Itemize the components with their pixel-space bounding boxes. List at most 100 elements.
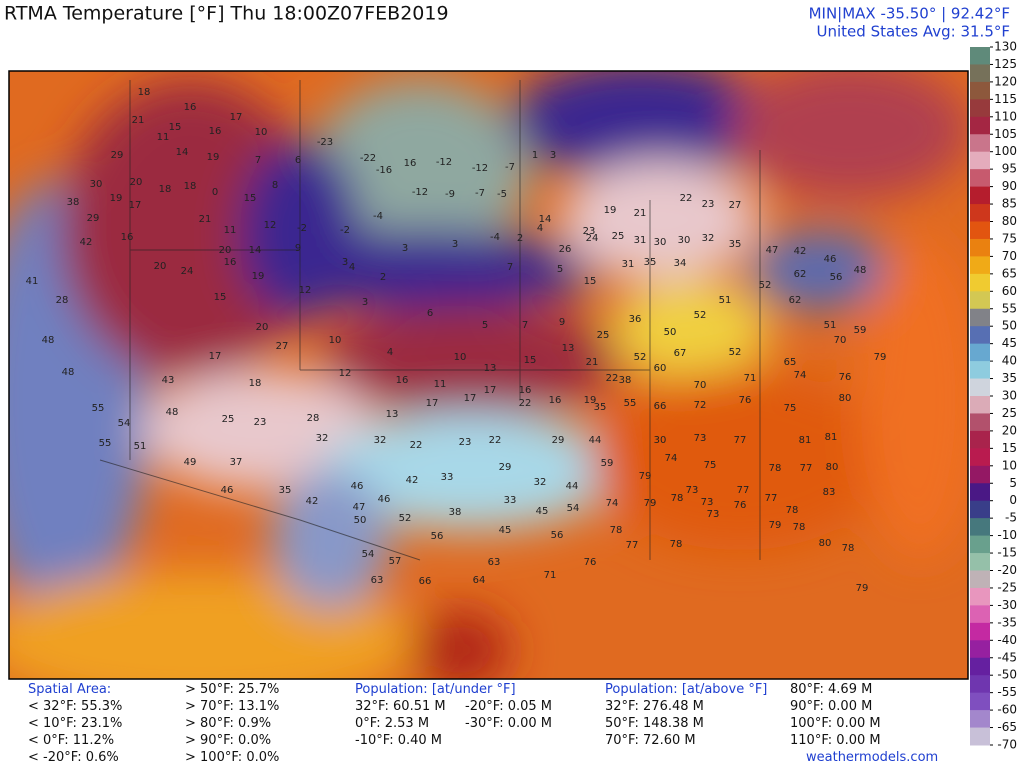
- station-temp: 22: [519, 398, 532, 409]
- station-temp: 11: [157, 132, 170, 143]
- station-temp: 10: [329, 335, 342, 346]
- station-temp: 35: [594, 402, 607, 413]
- station-temp: 22: [410, 440, 423, 451]
- stat-item: 90°F: 0.00 M: [790, 699, 873, 714]
- station-temp: 73: [701, 497, 714, 508]
- station-temp: 71: [744, 373, 757, 384]
- station-temp: 55: [99, 438, 112, 449]
- colorbar-label: 50: [1002, 319, 1017, 333]
- station-temp: 59: [601, 458, 614, 469]
- colorbar-label: 100: [994, 144, 1017, 158]
- station-temp: -4: [490, 232, 500, 243]
- colorbar-label: 120: [994, 74, 1017, 88]
- station-temp: 6: [427, 308, 433, 319]
- station-temp: 46: [351, 481, 364, 492]
- station-temp: 66: [419, 576, 432, 587]
- station-temp: 70: [834, 335, 847, 346]
- station-temp: 6: [295, 155, 301, 166]
- station-temp: 33: [504, 495, 517, 506]
- station-temp: 83: [823, 487, 836, 498]
- station-temp: 18: [138, 87, 151, 98]
- station-temp: 36: [629, 314, 642, 325]
- spatial-title: Spatial Area:: [28, 682, 112, 697]
- station-temp: 17: [484, 385, 497, 396]
- station-temp: 12: [299, 285, 312, 296]
- colorbar-segment: [970, 64, 990, 83]
- colorbar-label: 60: [1002, 284, 1017, 298]
- station-temp: 20: [154, 261, 167, 272]
- stat-item: > 100°F: 0.0%: [185, 750, 280, 765]
- station-temp: 7: [255, 155, 261, 166]
- station-temp: -12: [436, 157, 452, 168]
- colorbar-label: 105: [994, 127, 1017, 141]
- station-temp: 30: [654, 237, 667, 248]
- station-temp: 1: [532, 150, 538, 161]
- station-temp: 76: [734, 500, 747, 511]
- colorbar-label: -25: [997, 580, 1017, 594]
- colorbar-segment: [970, 273, 990, 292]
- station-temp: 34: [674, 258, 687, 269]
- station-temp: 13: [386, 409, 399, 420]
- colorbar-segment: [970, 465, 990, 484]
- station-temp: -12: [412, 187, 428, 198]
- station-temp: 16: [404, 158, 417, 169]
- colorbar-label: -40: [997, 633, 1017, 647]
- colorbar-segment: [970, 308, 990, 327]
- station-temp: 19: [252, 271, 265, 282]
- station-temp: 31: [622, 259, 635, 270]
- colorbar-segment: [970, 291, 990, 310]
- station-temp: 74: [794, 370, 807, 381]
- stat-item: 100°F: 0.00 M: [790, 716, 881, 731]
- station-temp: 74: [606, 498, 619, 509]
- stat-item: > 50°F: 25.7%: [185, 682, 280, 697]
- station-temp: 21: [634, 208, 647, 219]
- station-temp: 8: [272, 180, 278, 191]
- colorbar-label: 125: [994, 57, 1017, 71]
- station-temp: 13: [562, 343, 575, 354]
- station-temp: 73: [686, 485, 699, 496]
- station-temp: 32: [374, 435, 387, 446]
- station-temp: 63: [488, 557, 501, 568]
- pop-above-title: Population: [at/above °F]: [605, 682, 768, 697]
- station-temp: 42: [794, 246, 807, 257]
- colorbar-label: 90: [1002, 179, 1017, 193]
- colorbar-label: 80: [1002, 214, 1017, 228]
- station-temp: 25: [222, 414, 235, 425]
- station-temp: 77: [765, 493, 778, 504]
- station-temp: 30: [678, 235, 691, 246]
- station-temp: 22: [680, 193, 693, 204]
- station-temp: 14: [539, 214, 552, 225]
- station-temp: 30: [90, 179, 103, 190]
- station-temp: 44: [589, 435, 602, 446]
- min-max: MIN|MAX -35.50° | 92.42°F: [809, 5, 1010, 23]
- station-temp: 50: [354, 515, 367, 526]
- temperature-field: [9, 71, 968, 679]
- colorbar-segment: [970, 657, 990, 676]
- station-temp: 17: [230, 112, 243, 123]
- station-temp: 46: [378, 494, 391, 505]
- credit: weathermodels.com: [806, 750, 939, 765]
- station-temp: 18: [184, 181, 197, 192]
- station-temp: 3: [452, 239, 458, 250]
- station-temp: 35: [279, 485, 292, 496]
- station-temp: 55: [624, 398, 637, 409]
- station-temp: -2: [297, 223, 307, 234]
- stat-item: 50°F: 148.38 M: [605, 716, 704, 731]
- station-temp: -22: [360, 153, 376, 164]
- colorbar-segment: [970, 448, 990, 467]
- station-temp: 23: [254, 417, 267, 428]
- station-temp: -7: [475, 188, 485, 199]
- station-temp: -12: [472, 163, 488, 174]
- station-temp: 46: [824, 254, 837, 265]
- station-temp: 3: [550, 150, 556, 161]
- station-temp: 79: [769, 520, 782, 531]
- stat-item: < -20°F: 0.6%: [28, 750, 119, 765]
- station-temp: 18: [159, 184, 172, 195]
- station-temp: 29: [552, 435, 565, 446]
- colorbar-label: -30: [997, 598, 1017, 612]
- colorbar-segment: [970, 81, 990, 100]
- station-temp: 44: [566, 481, 579, 492]
- station-temp: 77: [737, 485, 750, 496]
- station-temp: 56: [830, 272, 843, 283]
- station-temp: 48: [62, 367, 75, 378]
